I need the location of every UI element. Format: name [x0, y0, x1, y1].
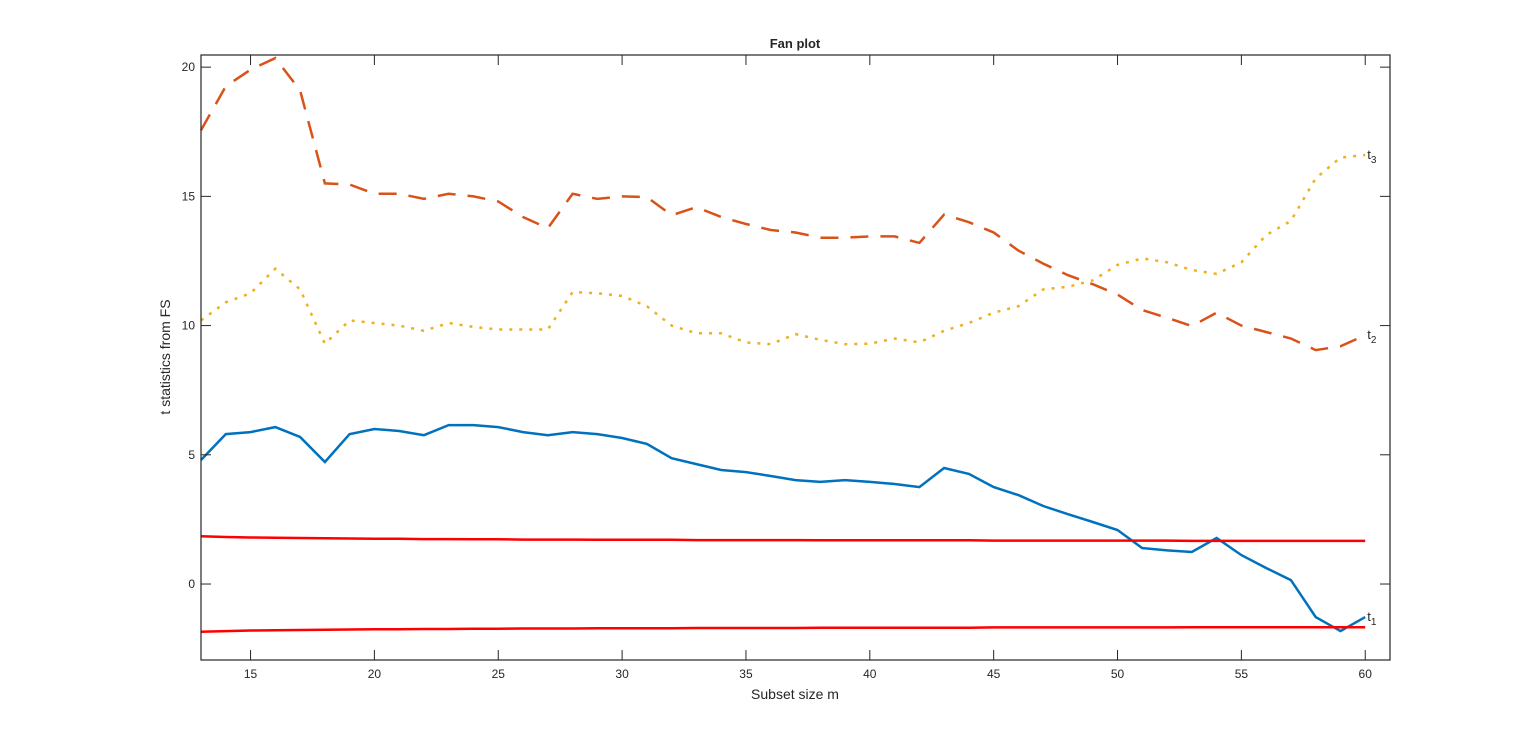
- series-label-t1: t1: [1367, 609, 1377, 628]
- x-tick-label: 50: [1111, 667, 1125, 681]
- y-tick-label: 5: [188, 448, 195, 462]
- x-tick-label: 35: [739, 667, 753, 681]
- confidence-band-lower-line: [200, 625, 1366, 634]
- x-tick-label: 15: [244, 667, 258, 681]
- x-tick-label: 30: [615, 667, 629, 681]
- y-tick-label: 10: [182, 319, 196, 333]
- y-tick-label: 0: [188, 577, 195, 591]
- chart-title: Fan plot: [770, 36, 821, 51]
- series-label-subscript: 2: [1371, 335, 1377, 346]
- series-label-subscript: 3: [1371, 155, 1377, 166]
- series-label-base: t: [1367, 609, 1371, 624]
- x-tick-label: 60: [1359, 667, 1373, 681]
- x-tick-label: 40: [863, 667, 877, 681]
- confidence-band-upper-line: [200, 534, 1366, 543]
- series-label-t3: t3: [1367, 147, 1377, 166]
- x-tick-label: 20: [368, 667, 382, 681]
- series-label-t2: t2: [1367, 327, 1377, 346]
- series-label-base: t: [1367, 147, 1371, 162]
- y-tick-label: 15: [182, 189, 196, 203]
- series-t2-line: [199, 56, 1366, 352]
- y-axis-label: t statistics from FS: [157, 299, 173, 414]
- x-tick-label: 55: [1235, 667, 1249, 681]
- series-label-base: t: [1367, 327, 1371, 342]
- x-tick-label: 25: [492, 667, 506, 681]
- x-tick-label: 45: [987, 667, 1001, 681]
- axes-layer: 15 20 25 30 35 40 45 50 55 60 0 5 10 15 20: [182, 54, 1391, 681]
- series-label-subscript: 1: [1371, 617, 1377, 628]
- y-tick-label: 20: [182, 60, 196, 74]
- series-layer: [199, 56, 1366, 634]
- plot-frame: [200, 54, 1391, 661]
- series-t1-line: [200, 423, 1366, 633]
- x-axis-label: Subset size m: [751, 686, 839, 702]
- series-t3-line: [200, 153, 1366, 346]
